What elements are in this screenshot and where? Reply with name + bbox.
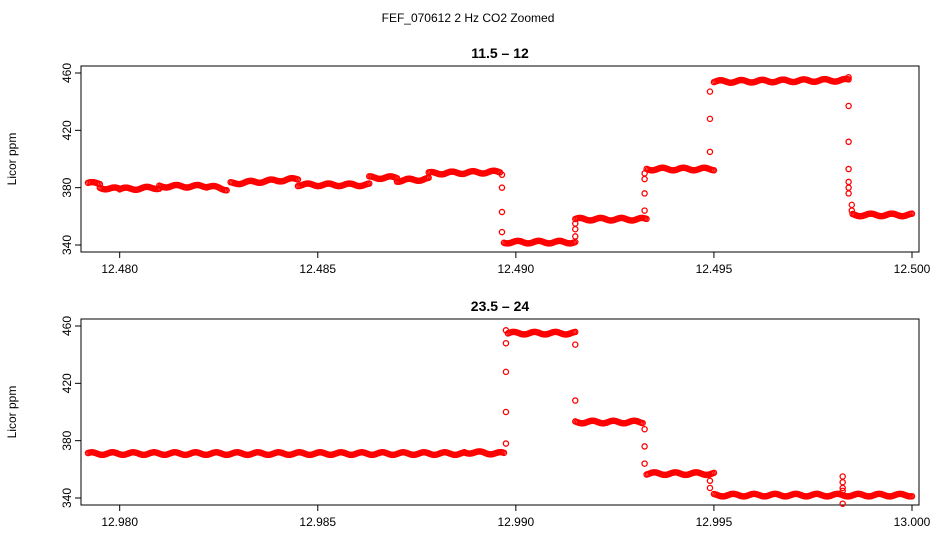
y-tick-label: 420 (60, 373, 74, 393)
data-point (641, 175, 648, 183)
data-point (572, 233, 579, 240)
data-point (502, 368, 510, 376)
y-tick-label: 460 (60, 316, 74, 336)
data-point (502, 327, 510, 334)
data-point (641, 443, 648, 450)
data-point (706, 477, 714, 485)
data-point (706, 484, 714, 492)
data-point (572, 341, 579, 348)
data-point (572, 328, 579, 336)
data-point (710, 167, 718, 174)
data-point (710, 469, 718, 477)
data-point (294, 176, 302, 183)
x-tick-label: 12.985 (299, 515, 336, 529)
x-tick-label: 12.495 (696, 262, 733, 276)
data-point (641, 460, 648, 467)
data-point (366, 180, 373, 187)
x-tick-label: 13.000 (894, 515, 931, 529)
data-point (498, 184, 506, 191)
data-point (839, 478, 846, 486)
panel-title: 23.5 – 24 (471, 298, 530, 314)
data-point (502, 339, 510, 347)
data-point (848, 201, 856, 209)
data-point (572, 220, 579, 227)
data-point (706, 88, 714, 95)
page-title: FEF_070612 2 Hz CO2 Zoomed (382, 11, 555, 25)
x-tick-label: 12.995 (696, 515, 733, 529)
data-point (839, 484, 846, 492)
chart-panel-1: 11.5 – 12 Licor ppm 12.480 12.485 12.490 12.4… (5, 45, 931, 276)
data-point (845, 165, 852, 173)
data-point (639, 419, 646, 427)
data-point (845, 184, 852, 191)
data-point (845, 190, 852, 197)
data-point (500, 449, 508, 457)
data-point (845, 102, 852, 110)
x-tick-label: 12.980 (101, 515, 138, 529)
x-tick-label: 12.500 (894, 262, 931, 276)
panel-title: 11.5 – 12 (471, 45, 529, 61)
data-point (706, 148, 714, 156)
y-tick-label: 380 (60, 430, 74, 450)
y-axis-label: Licor ppm (5, 133, 19, 186)
data-point (498, 208, 506, 216)
data-point (641, 207, 648, 214)
data-point (845, 74, 852, 81)
data-points (84, 74, 916, 247)
x-tick-label: 12.490 (497, 262, 534, 276)
y-axis-label: Licor ppm (5, 386, 19, 439)
data-point (572, 397, 579, 404)
x-tick-label: 12.485 (299, 262, 336, 276)
plot-frame (80, 65, 920, 253)
x-tick-label: 12.990 (497, 515, 534, 529)
data-point (706, 115, 714, 123)
data-point (641, 170, 648, 177)
data-point (839, 473, 846, 480)
data-point (908, 210, 916, 217)
x-tick-label: 12.480 (101, 262, 138, 276)
y-tick-label: 340 (60, 235, 74, 255)
data-point (839, 500, 846, 507)
y-tick-label: 420 (60, 120, 74, 140)
data-point (848, 207, 856, 214)
data-point (572, 225, 579, 233)
data-point (502, 408, 510, 416)
data-point (643, 215, 650, 223)
data-point (845, 138, 852, 146)
data-point (845, 76, 852, 83)
data-point (908, 493, 916, 500)
chart-panel-2: 23.5 – 24 Licor ppm 12.980 12.985 12.990 12.9… (5, 298, 931, 529)
data-point (641, 425, 648, 433)
data-point (498, 171, 506, 179)
y-tick-label: 340 (60, 488, 74, 508)
plot-frame (80, 318, 920, 506)
data-points (84, 327, 916, 507)
y-tick-label: 380 (60, 177, 74, 197)
data-point (641, 190, 648, 197)
data-point (502, 440, 510, 447)
data-point (498, 228, 506, 236)
data-point (845, 178, 852, 186)
data-point (839, 487, 846, 495)
data-point (223, 187, 230, 194)
y-tick-label: 460 (60, 63, 74, 83)
